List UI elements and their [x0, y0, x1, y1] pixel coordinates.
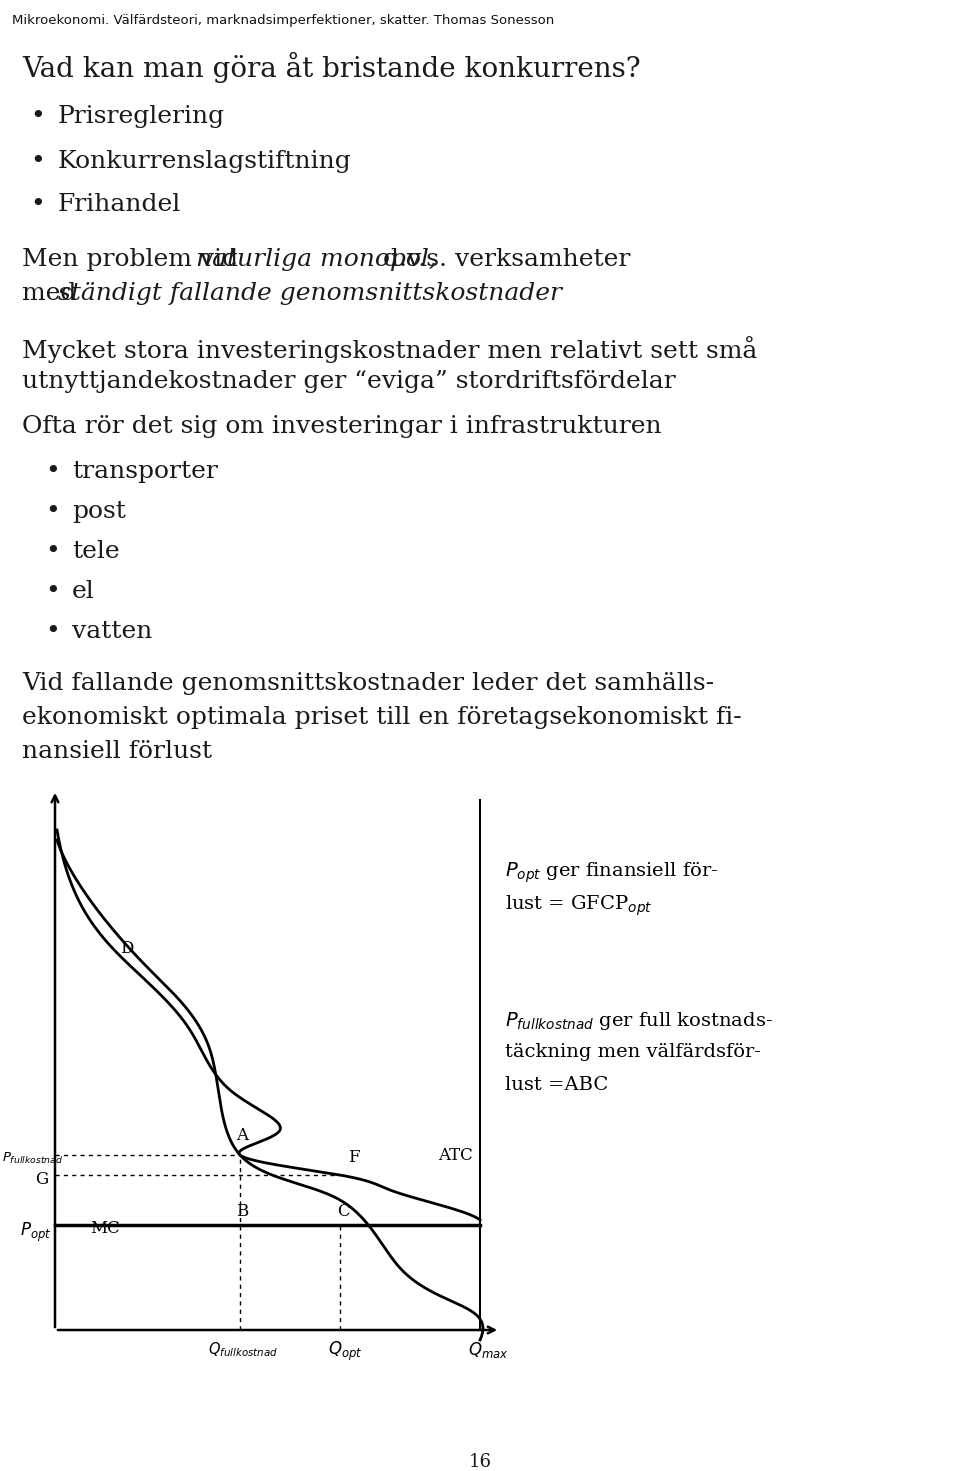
Text: •: •: [30, 104, 45, 128]
Text: Vid fallande genomsnittskostnader leder det samhälls-: Vid fallande genomsnittskostnader leder …: [22, 672, 714, 694]
Text: $Q_{fullkostnad}$: $Q_{fullkostnad}$: [208, 1340, 278, 1359]
Text: post: post: [72, 500, 126, 524]
Text: ATC: ATC: [438, 1147, 472, 1164]
Text: Konkurrenslagstiftning: Konkurrenslagstiftning: [58, 150, 351, 174]
Text: •: •: [45, 500, 60, 524]
Text: tele: tele: [72, 540, 120, 563]
Text: •: •: [45, 540, 60, 563]
Text: A: A: [236, 1127, 248, 1144]
Text: MC: MC: [90, 1219, 120, 1237]
Text: Prisreglering: Prisreglering: [58, 104, 226, 128]
Text: ständigt fallande genomsnittskostnader: ständigt fallande genomsnittskostnader: [58, 282, 562, 304]
Text: B: B: [236, 1203, 249, 1219]
Text: el: el: [72, 580, 95, 603]
Text: $Q_{max}$: $Q_{max}$: [468, 1340, 509, 1361]
Text: •: •: [45, 619, 60, 643]
Text: $P_{opt}$: $P_{opt}$: [20, 1221, 52, 1244]
Text: •: •: [45, 460, 60, 482]
Text: F: F: [348, 1149, 360, 1167]
Text: •: •: [30, 193, 45, 216]
Text: Mycket stora investeringskostnader men relativt sett små: Mycket stora investeringskostnader men r…: [22, 335, 757, 363]
Text: täckning men välfärdsför-: täckning men välfärdsför-: [505, 1043, 761, 1061]
Text: lust = GFCP$_{opt}$: lust = GFCP$_{opt}$: [505, 893, 653, 918]
Text: Frihandel: Frihandel: [58, 193, 181, 216]
Text: $Q_{opt}$: $Q_{opt}$: [328, 1340, 363, 1364]
Text: lust =ABC: lust =ABC: [505, 1075, 609, 1094]
Text: Men problem vid: Men problem vid: [22, 249, 246, 271]
Text: ekonomiskt optimala priset till en företagsekonomiskt fi-: ekonomiskt optimala priset till en föret…: [22, 706, 742, 730]
Text: $P_{opt}$ ger finansiell för-: $P_{opt}$ ger finansiell för-: [505, 861, 718, 884]
Text: D: D: [120, 940, 133, 958]
Text: nansiell förlust: nansiell förlust: [22, 740, 212, 763]
Text: 16: 16: [468, 1453, 492, 1471]
Text: $P_{fullkostnad}$: $P_{fullkostnad}$: [2, 1150, 63, 1167]
Text: •: •: [30, 150, 45, 174]
Text: G: G: [35, 1171, 48, 1189]
Text: utnyttjandekostnader ger “eviga” stordriftsfördelar: utnyttjandekostnader ger “eviga” stordri…: [22, 371, 676, 393]
Text: med: med: [22, 282, 84, 304]
Text: $P_{fullkostnad}$ ger full kostnads-: $P_{fullkostnad}$ ger full kostnads-: [505, 1011, 773, 1033]
Text: Ofta rör det sig om investeringar i infrastrukturen: Ofta rör det sig om investeringar i infr…: [22, 415, 661, 438]
Text: Vad kan man göra åt bristande konkurrens?: Vad kan man göra åt bristande konkurrens…: [22, 51, 640, 82]
Text: naturliga monopol,: naturliga monopol,: [196, 249, 437, 271]
Text: Mikroekonomi. Välfärdsteori, marknadsimperfektioner, skatter. Thomas Sonesson: Mikroekonomi. Välfärdsteori, marknadsimp…: [12, 15, 554, 26]
Text: transporter: transporter: [72, 460, 218, 482]
Text: vatten: vatten: [72, 619, 153, 643]
Text: d.v.s. verksamheter: d.v.s. verksamheter: [375, 249, 631, 271]
Text: •: •: [45, 580, 60, 603]
Text: C: C: [337, 1203, 349, 1219]
